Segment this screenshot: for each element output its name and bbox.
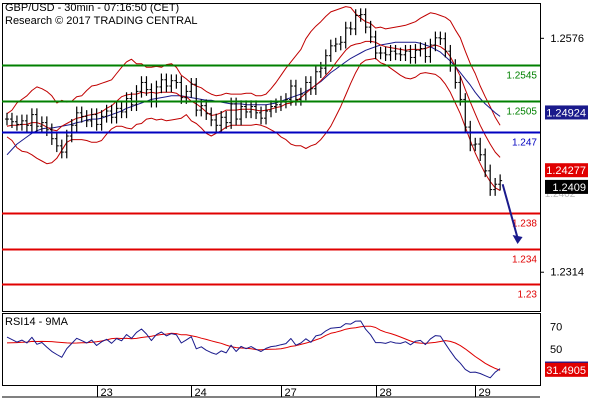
- support-level-label: 1.23: [518, 290, 538, 301]
- rsi-tick-label: 70: [550, 322, 562, 334]
- y-tick-label: 1.2576: [550, 33, 584, 45]
- bollinger-upper-line: [6, 6, 501, 126]
- x-tick-label: 28: [380, 387, 392, 399]
- rsi-ma-value-label: 31.4905: [546, 365, 586, 377]
- last-price-value-tag: [545, 179, 588, 194]
- moving-average-fast-line: [6, 40, 501, 158]
- forecast-arrow-shaft: [501, 183, 519, 239]
- pivot-level-label: 1.247: [512, 138, 537, 149]
- fast-ma-value-label: 1.24277: [546, 165, 586, 177]
- rsi-ma-line: [6, 325, 501, 371]
- copyright-line: Research © 2017 TRADING CENTRAL: [5, 15, 198, 27]
- rsi-tick-label: 50: [550, 344, 562, 356]
- moving-average-slow-line: [6, 41, 501, 156]
- price-panel-frame: [2, 3, 541, 312]
- y-tick-label: 1.2314: [550, 267, 584, 279]
- resistance-level-label: 1.2505: [506, 107, 537, 118]
- rsi-panel-frame: [2, 313, 541, 386]
- forecast-arrow-head: [512, 235, 523, 245]
- rsi-panel-title: RSI14 - 9MA: [5, 316, 69, 328]
- x-tick-label: 23: [101, 387, 113, 399]
- faded-price-label: 1.2402: [545, 189, 576, 200]
- x-tick-label: 29: [479, 387, 491, 399]
- slow-ma-value-label: 1.24924: [546, 107, 586, 119]
- resistance-level-label: 1.2545: [506, 71, 537, 82]
- level-label-bg: [510, 218, 539, 230]
- fast-ma-value-tag: [545, 163, 588, 178]
- level-label-bg: [516, 289, 539, 301]
- x-tick-label: 27: [285, 387, 297, 399]
- chart-title: GBP/USD - 30min - 07:16:50 (CET): [5, 2, 180, 14]
- x-tick-label: 24: [195, 387, 207, 399]
- level-label-bg: [510, 137, 539, 149]
- last-price-value-label: 1.2409: [552, 182, 586, 194]
- rsi-line: [6, 320, 501, 379]
- support-level-label: 1.238: [512, 219, 537, 230]
- slow-ma-value-tag: [545, 105, 588, 120]
- level-label-bg: [505, 70, 539, 82]
- support-level-label: 1.234: [512, 255, 537, 266]
- level-label-bg: [510, 254, 539, 266]
- level-label-bg: [505, 106, 539, 118]
- bollinger-lower-line: [6, 57, 501, 191]
- rsi-ma-value-tag: [545, 362, 588, 377]
